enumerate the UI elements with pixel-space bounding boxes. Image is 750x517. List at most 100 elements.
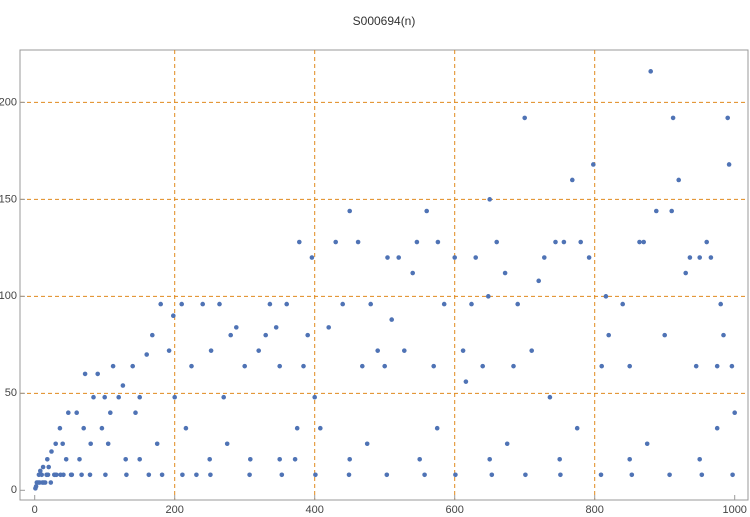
point	[158, 301, 163, 307]
point	[603, 294, 609, 299]
point	[641, 239, 646, 245]
point	[256, 348, 262, 353]
x-tick-label: 200	[166, 504, 184, 516]
point	[340, 301, 346, 307]
point	[676, 177, 681, 183]
point	[221, 394, 226, 400]
point	[183, 425, 189, 431]
point	[154, 441, 160, 447]
point	[654, 208, 659, 214]
point	[208, 348, 214, 353]
y-tick-label: 0	[11, 484, 17, 496]
point	[732, 410, 737, 416]
point	[159, 472, 165, 478]
point	[355, 239, 361, 245]
point	[557, 456, 562, 462]
point	[53, 441, 58, 447]
point	[60, 441, 65, 447]
point	[267, 301, 273, 307]
point	[561, 239, 567, 245]
point	[99, 425, 105, 431]
point	[137, 456, 142, 462]
point	[529, 348, 534, 353]
point	[144, 352, 149, 357]
point	[228, 332, 233, 338]
point	[515, 301, 520, 307]
point	[414, 239, 420, 245]
point	[347, 208, 353, 214]
point	[48, 480, 54, 485]
point	[627, 456, 632, 462]
point	[333, 239, 339, 245]
point	[33, 484, 39, 489]
point	[494, 239, 500, 245]
point	[133, 410, 138, 416]
point	[279, 472, 285, 478]
point	[116, 394, 121, 400]
point	[41, 480, 47, 485]
point	[39, 472, 44, 478]
point	[79, 472, 84, 478]
point	[699, 472, 705, 478]
point	[180, 472, 185, 478]
x-tick-label: 400	[306, 504, 324, 516]
point	[662, 332, 667, 338]
y-tick-label: 150	[0, 193, 17, 205]
point	[725, 115, 730, 121]
point	[294, 425, 300, 431]
point	[88, 441, 93, 447]
x-tick-label: 600	[446, 504, 464, 516]
point	[431, 363, 437, 369]
point	[87, 472, 93, 478]
point	[489, 472, 495, 478]
point	[718, 301, 723, 307]
point	[207, 456, 212, 462]
point	[434, 425, 440, 431]
point	[486, 294, 491, 299]
point	[69, 472, 75, 478]
point	[598, 472, 604, 478]
point	[326, 325, 332, 330]
point	[693, 363, 699, 369]
point	[81, 425, 86, 431]
point	[194, 472, 199, 478]
point	[697, 255, 702, 260]
point	[313, 472, 318, 478]
point	[38, 468, 43, 474]
point	[502, 270, 508, 276]
point	[687, 255, 693, 260]
point	[110, 363, 116, 369]
point	[77, 456, 82, 462]
point	[708, 255, 714, 260]
point	[166, 348, 172, 353]
point	[360, 363, 365, 369]
point	[45, 472, 51, 478]
point	[150, 332, 155, 338]
point	[242, 363, 247, 369]
point	[637, 239, 642, 245]
point	[49, 449, 54, 454]
point	[382, 363, 388, 369]
x-tick-label: 0	[32, 504, 38, 516]
point	[599, 363, 604, 369]
point	[441, 301, 447, 307]
point	[346, 472, 352, 478]
point	[312, 394, 318, 400]
point	[553, 239, 558, 245]
point	[57, 425, 63, 431]
point	[284, 301, 290, 307]
point	[730, 472, 735, 478]
point	[504, 441, 510, 447]
point	[66, 410, 71, 416]
point	[54, 472, 59, 478]
point	[318, 425, 323, 431]
point	[463, 379, 469, 384]
point	[61, 472, 66, 478]
point	[487, 456, 493, 462]
point	[146, 472, 152, 478]
point	[669, 208, 674, 214]
point	[547, 394, 553, 400]
point	[248, 456, 253, 462]
point	[189, 363, 194, 369]
